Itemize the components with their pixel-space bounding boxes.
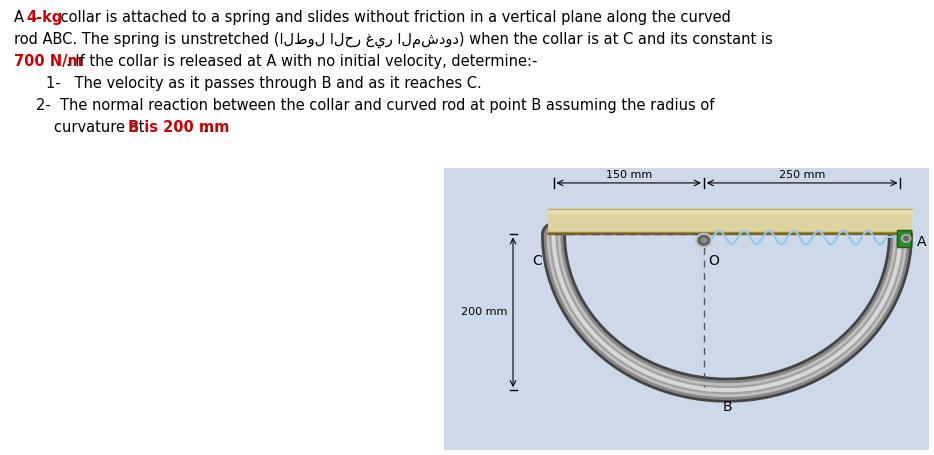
Circle shape: [696, 233, 712, 247]
Text: 150 mm: 150 mm: [605, 170, 652, 180]
Text: 700 N/m: 700 N/m: [14, 54, 83, 69]
Text: . If the collar is released at A with no initial velocity, determine:-: . If the collar is released at A with no…: [66, 54, 537, 69]
Text: C: C: [532, 254, 542, 268]
Text: curvature at: curvature at: [54, 120, 149, 135]
Text: B is 200 mm: B is 200 mm: [128, 120, 230, 135]
Text: A: A: [14, 10, 29, 25]
Bar: [547, 209, 912, 234]
Text: 4-kg: 4-kg: [26, 10, 63, 25]
Circle shape: [700, 238, 707, 243]
Text: 200 mm: 200 mm: [460, 307, 507, 317]
Text: 1-   The velocity as it passes through B and as it reaches C.: 1- The velocity as it passes through B a…: [46, 76, 482, 91]
Text: O: O: [709, 254, 719, 268]
Circle shape: [698, 236, 710, 245]
Text: A: A: [916, 235, 927, 249]
Circle shape: [901, 234, 911, 242]
Text: 250 mm: 250 mm: [779, 170, 826, 180]
Circle shape: [904, 237, 909, 240]
Text: collar is attached to a spring and slides without friction in a vertical plane a: collar is attached to a spring and slide…: [56, 10, 731, 25]
Text: .: .: [202, 120, 206, 135]
Bar: [897, 230, 911, 247]
Text: B: B: [722, 400, 731, 414]
Text: 2-  The normal reaction between the collar and curved rod at point B assuming th: 2- The normal reaction between the colla…: [36, 98, 715, 113]
Text: rod ABC. The spring is unstretched (الطول الحر غير المشدود) when the collar is a: rod ABC. The spring is unstretched (الطو…: [14, 32, 772, 48]
